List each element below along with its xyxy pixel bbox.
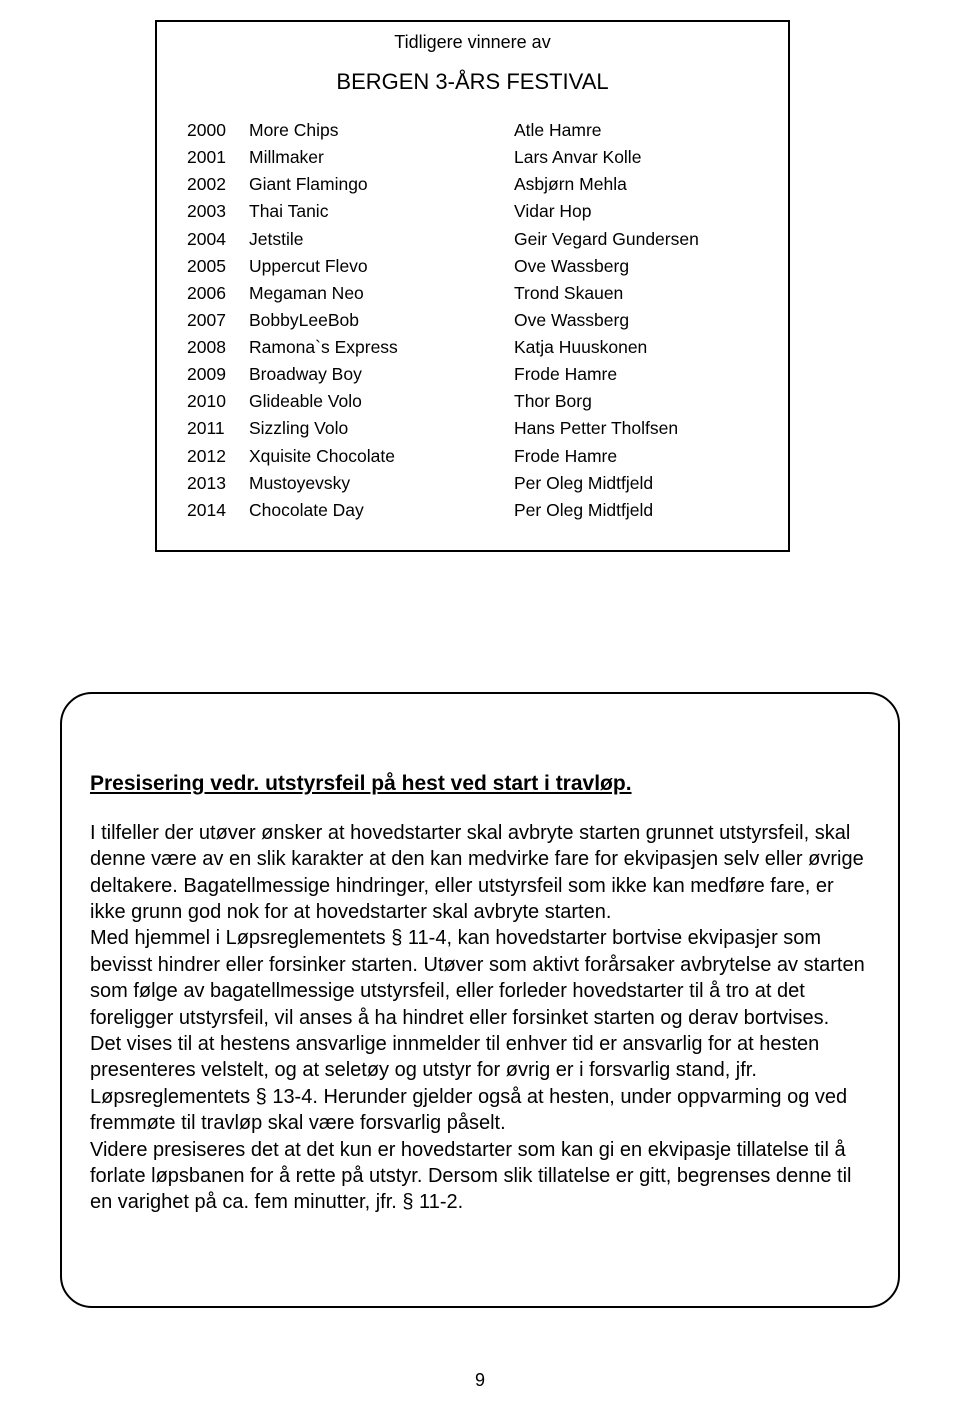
winner-year: 2013	[187, 470, 249, 497]
winner-horse: BobbyLeeBob	[249, 307, 514, 334]
winner-horse: More Chips	[249, 117, 514, 144]
winners-pretitle: Tidligere vinnere av	[187, 32, 758, 53]
winner-horse: Chocolate Day	[249, 497, 514, 524]
winner-year: 2009	[187, 361, 249, 388]
table-row: 2011Sizzling VoloHans Petter Tholfsen	[187, 415, 758, 442]
winner-driver: Frode Hamre	[514, 443, 758, 470]
winner-year: 2005	[187, 253, 249, 280]
winner-driver: Lars Anvar Kolle	[514, 144, 758, 171]
winner-driver: Thor Borg	[514, 388, 758, 415]
winner-horse: Mustoyevsky	[249, 470, 514, 497]
table-row: 2012Xquisite ChocolateFrode Hamre	[187, 443, 758, 470]
table-row: 2010Glideable VoloThor Borg	[187, 388, 758, 415]
winner-year: 2012	[187, 443, 249, 470]
notice-body: I tilfeller der utøver ønsker at hovedst…	[90, 820, 870, 1216]
table-row: 2001MillmakerLars Anvar Kolle	[187, 144, 758, 171]
notice-box: Presisering vedr. utstyrsfeil på hest ve…	[60, 692, 900, 1308]
table-row: 2002Giant FlamingoAsbjørn Mehla	[187, 171, 758, 198]
winner-horse: Sizzling Volo	[249, 415, 514, 442]
winner-driver: Trond Skauen	[514, 280, 758, 307]
table-row: 2014Chocolate DayPer Oleg Midtfjeld	[187, 497, 758, 524]
winner-horse: Thai Tanic	[249, 198, 514, 225]
table-row: 2003Thai TanicVidar Hop	[187, 198, 758, 225]
winner-year: 2004	[187, 226, 249, 253]
winner-horse: Ramona`s Express	[249, 334, 514, 361]
winner-driver: Katja Huuskonen	[514, 334, 758, 361]
winner-horse: Jetstile	[249, 226, 514, 253]
table-row: 2007BobbyLeeBobOve Wassberg	[187, 307, 758, 334]
winner-horse: Megaman Neo	[249, 280, 514, 307]
table-row: 2013MustoyevskyPer Oleg Midtfjeld	[187, 470, 758, 497]
winner-year: 2010	[187, 388, 249, 415]
table-row: 2009Broadway BoyFrode Hamre	[187, 361, 758, 388]
winner-year: 2000	[187, 117, 249, 144]
page-number: 9	[0, 1370, 960, 1391]
table-row: 2005Uppercut FlevoOve Wassberg	[187, 253, 758, 280]
winner-year: 2001	[187, 144, 249, 171]
winner-driver: Atle Hamre	[514, 117, 758, 144]
winner-year: 2014	[187, 497, 249, 524]
winner-year: 2011	[187, 415, 249, 442]
winner-driver: Ove Wassberg	[514, 307, 758, 334]
winner-driver: Hans Petter Tholfsen	[514, 415, 758, 442]
winners-title: BERGEN 3-ÅRS FESTIVAL	[187, 69, 758, 95]
winner-driver: Per Oleg Midtfjeld	[514, 497, 758, 524]
winner-driver: Vidar Hop	[514, 198, 758, 225]
winner-driver: Ove Wassberg	[514, 253, 758, 280]
winner-horse: Xquisite Chocolate	[249, 443, 514, 470]
winner-year: 2006	[187, 280, 249, 307]
winner-year: 2008	[187, 334, 249, 361]
winner-driver: Asbjørn Mehla	[514, 171, 758, 198]
winner-year: 2003	[187, 198, 249, 225]
notice-heading: Presisering vedr. utstyrsfeil på hest ve…	[90, 772, 870, 796]
table-row: 2006Megaman NeoTrond Skauen	[187, 280, 758, 307]
table-row: 2008Ramona`s ExpressKatja Huuskonen	[187, 334, 758, 361]
winner-year: 2002	[187, 171, 249, 198]
winner-horse: Uppercut Flevo	[249, 253, 514, 280]
winner-driver: Frode Hamre	[514, 361, 758, 388]
winners-table: 2000More ChipsAtle Hamre2001MillmakerLar…	[187, 117, 758, 524]
winner-year: 2007	[187, 307, 249, 334]
winner-horse: Millmaker	[249, 144, 514, 171]
winner-driver: Per Oleg Midtfjeld	[514, 470, 758, 497]
winner-driver: Geir Vegard Gundersen	[514, 226, 758, 253]
table-row: 2000More ChipsAtle Hamre	[187, 117, 758, 144]
winner-horse: Giant Flamingo	[249, 171, 514, 198]
winner-horse: Glideable Volo	[249, 388, 514, 415]
table-row: 2004JetstileGeir Vegard Gundersen	[187, 226, 758, 253]
winner-horse: Broadway Boy	[249, 361, 514, 388]
previous-winners-box: Tidligere vinnere av BERGEN 3-ÅRS FESTIV…	[155, 20, 790, 552]
